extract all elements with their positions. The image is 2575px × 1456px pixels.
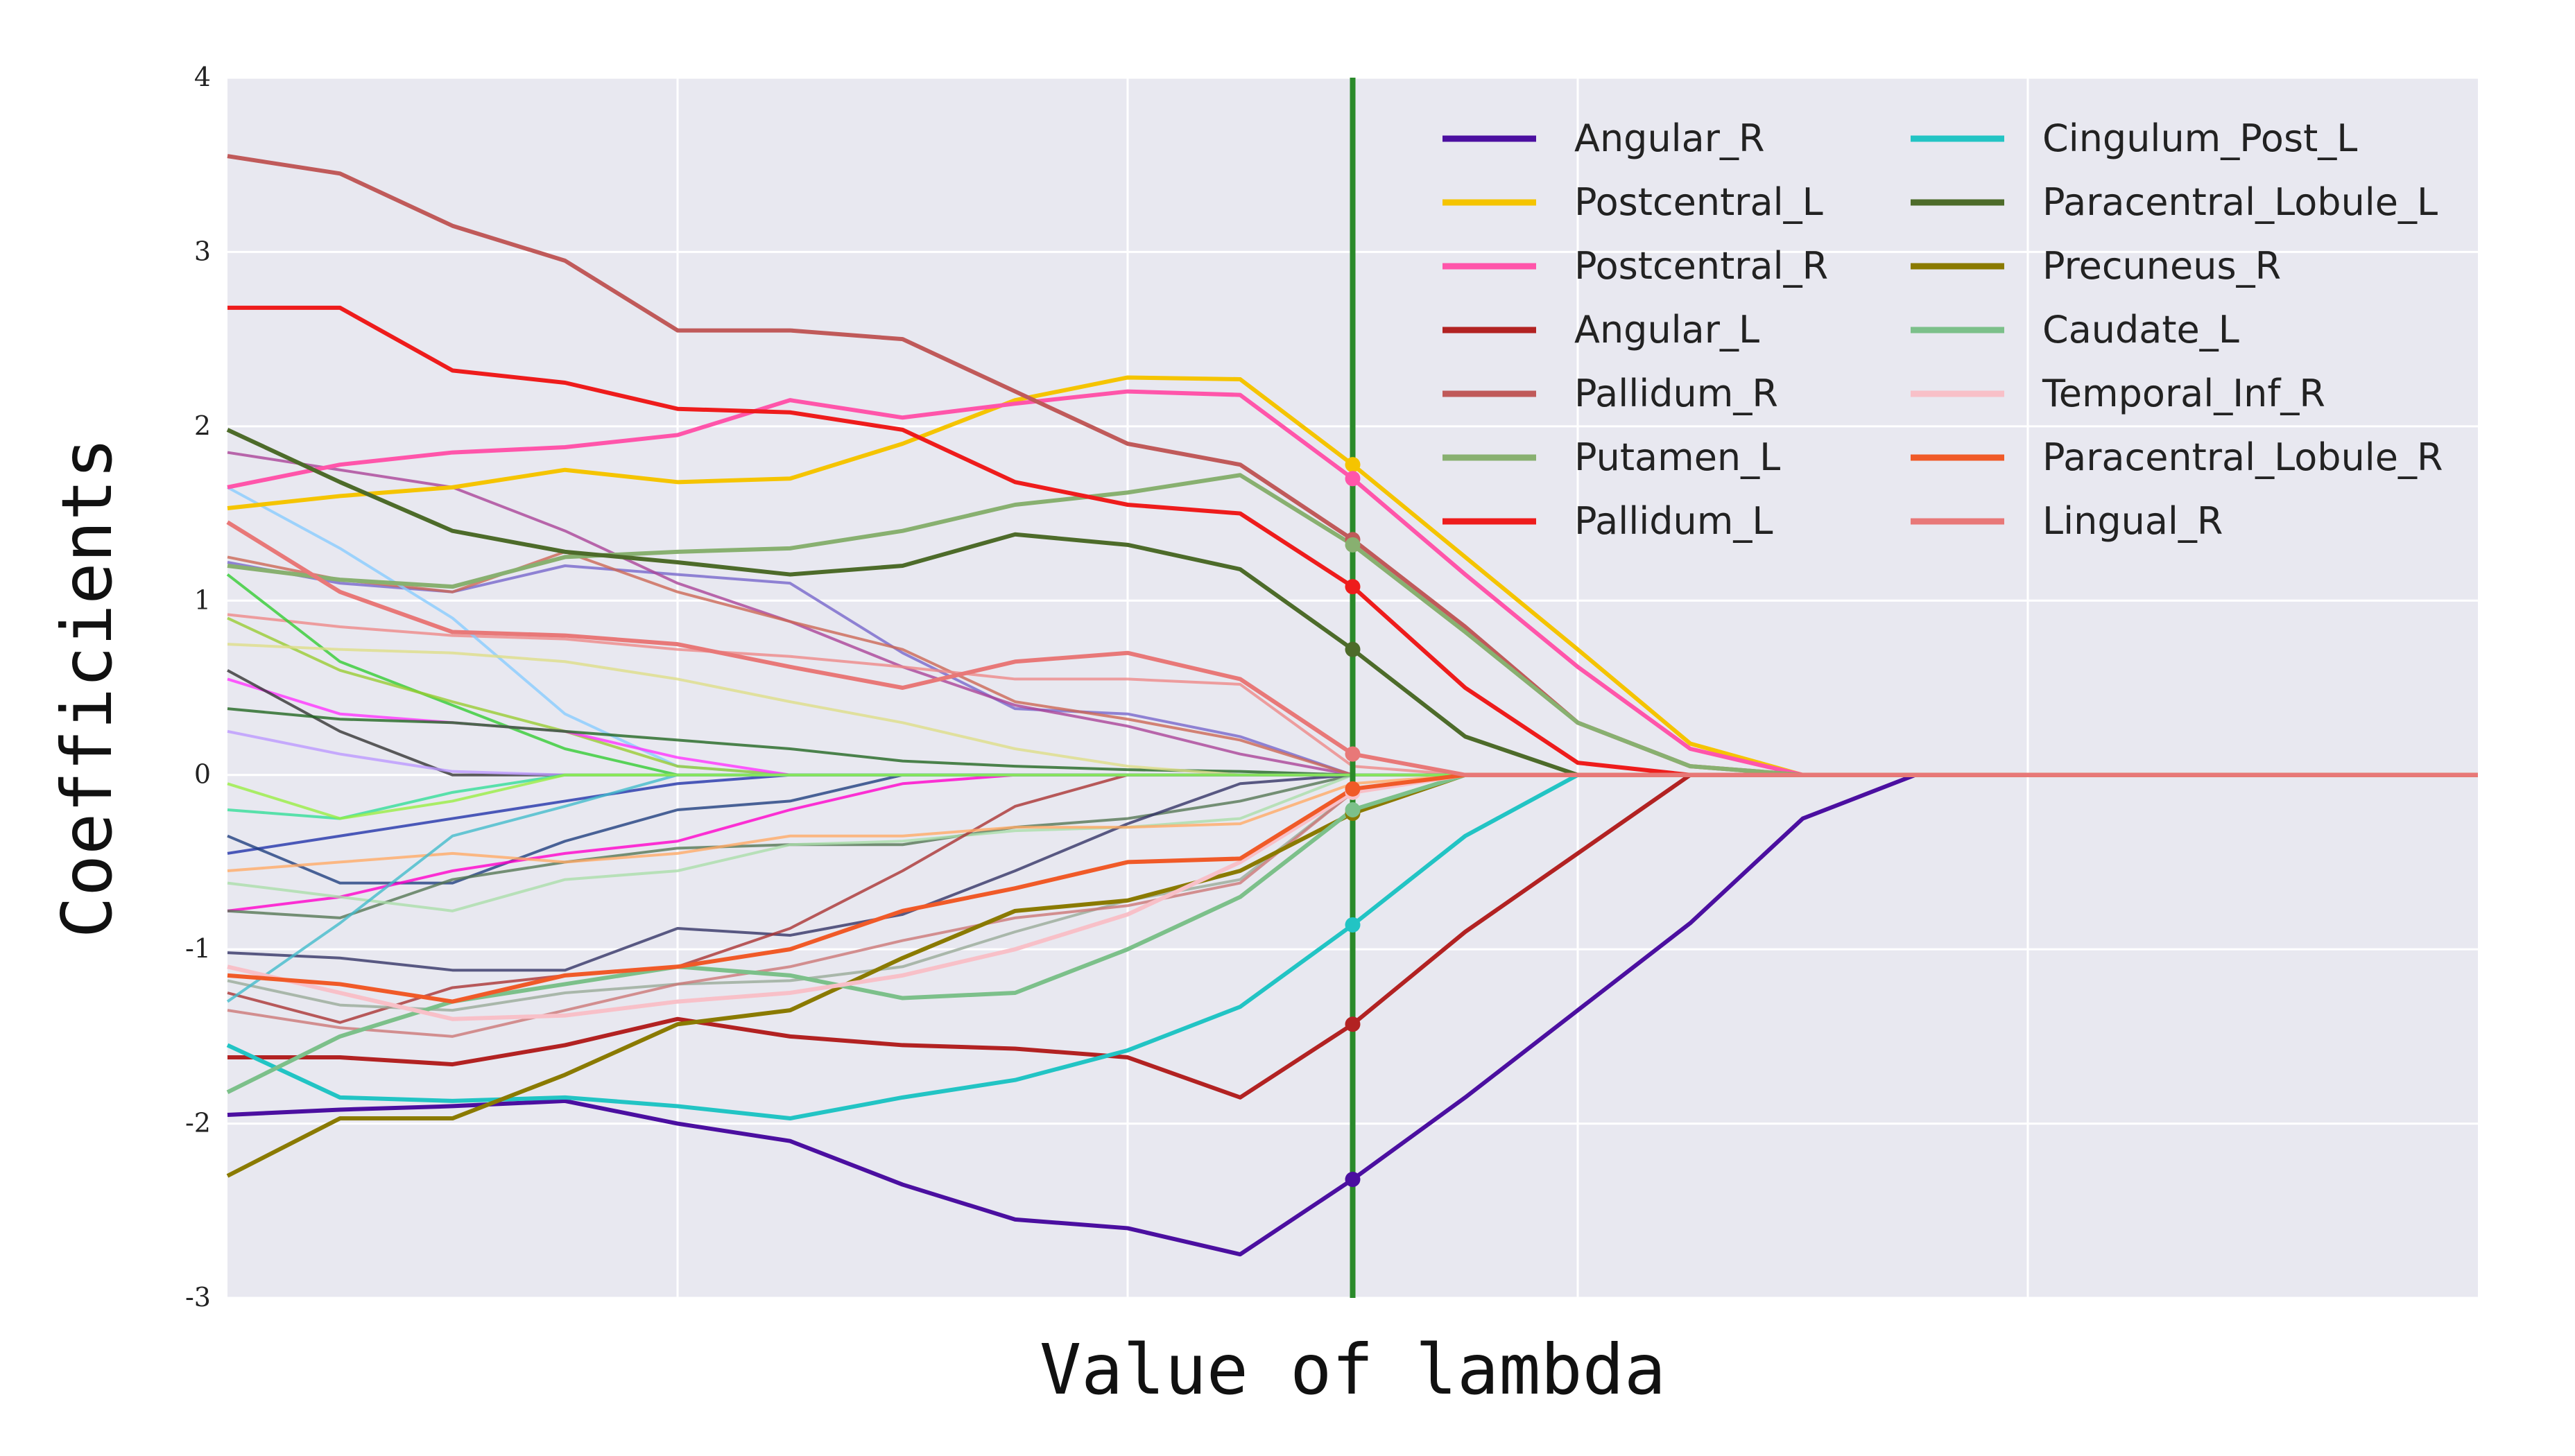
series-point <box>1345 746 1361 762</box>
y-tick-label: -1 <box>185 933 211 964</box>
y-tick-label: -2 <box>185 1108 211 1138</box>
legend-label: Postcentral_R <box>1574 244 1828 288</box>
y-tick-label: -3 <box>185 1282 211 1312</box>
y-tick-label: 0 <box>194 759 211 790</box>
legend-label: Angular_R <box>1574 116 1764 160</box>
series-point <box>1345 641 1361 657</box>
legend-label: Pallidum_R <box>1574 372 1778 415</box>
legend-label: Angular_L <box>1574 308 1759 352</box>
legend-label: Caudate_L <box>2042 308 2239 352</box>
y-tick-label: 1 <box>194 584 211 615</box>
series-point <box>1345 1016 1361 1032</box>
legend: Angular_R Postcentral_L Postcentral_R Angul… <box>1442 116 2443 543</box>
series-point <box>1345 781 1361 797</box>
legend-label: Lingual_R <box>2042 499 2223 543</box>
legend-label: Cingulum_Post_L <box>2042 116 2357 160</box>
y-tick-label: 3 <box>194 236 211 266</box>
legend-label: Paracentral_Lobule_R <box>2042 435 2443 479</box>
legend-label: Postcentral_L <box>1574 180 1823 224</box>
legend-label: Paracentral_Lobule_L <box>2042 180 2438 224</box>
series-point <box>1345 802 1361 817</box>
legend-label: Precuneus_R <box>2042 244 2281 288</box>
y-tick-label: 2 <box>194 410 211 441</box>
y-tick-labels: 4 3 2 1 0 -1 -2 -3 <box>185 62 211 1312</box>
y-axis-label: Coefficients <box>46 437 128 938</box>
selected-lambda-markers <box>1345 457 1361 1188</box>
y-tick-label: 4 <box>194 62 211 92</box>
series-point <box>1345 471 1361 487</box>
legend-label: Putamen_L <box>1574 435 1780 479</box>
legend-label: Pallidum_L <box>1574 499 1773 543</box>
series-point <box>1345 917 1361 933</box>
x-axis-label: Value of lambda <box>1040 1329 1666 1410</box>
series-point <box>1345 537 1361 553</box>
series-point <box>1345 1172 1361 1188</box>
series-point <box>1345 579 1361 595</box>
series-point <box>1345 457 1361 473</box>
legend-label: Temporal_Inf_R <box>2042 372 2325 415</box>
